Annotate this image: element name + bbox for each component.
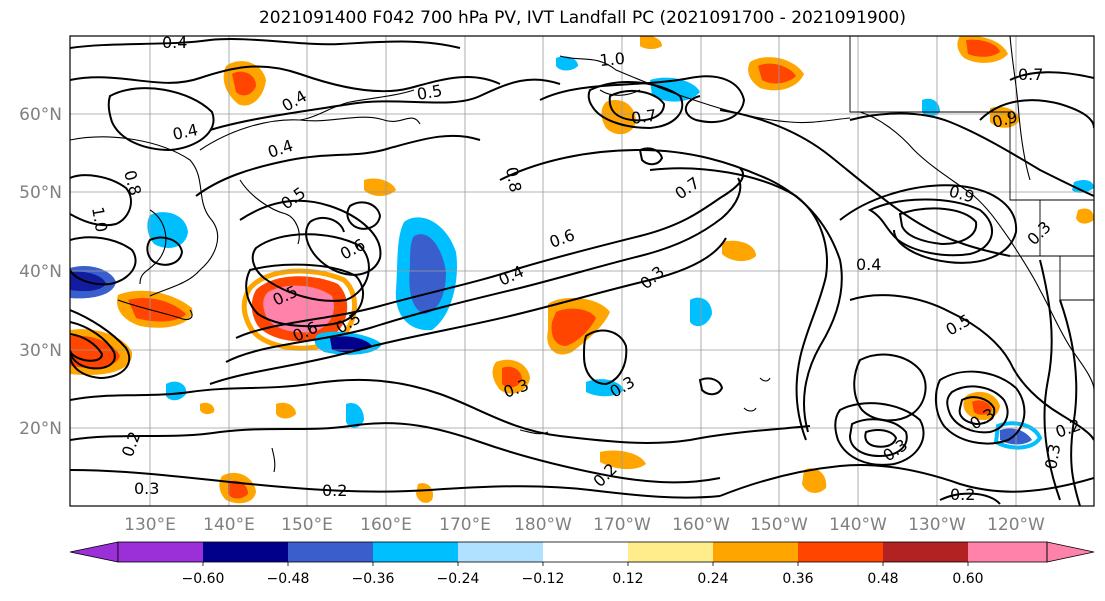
colorbar-segment bbox=[543, 542, 628, 562]
colorbar-tick-label: −0.48 bbox=[267, 571, 310, 587]
lat-axis-labels: 60°N 50°N 40°N 30°N 20°N bbox=[19, 105, 62, 439]
lat-label: 30°N bbox=[19, 341, 62, 361]
colorbar-segment bbox=[288, 542, 373, 562]
colorbar-tick-label: 0.24 bbox=[697, 571, 728, 587]
colorbar-tick-label: 0.36 bbox=[782, 571, 813, 587]
contour-label: 0.2 bbox=[950, 485, 975, 504]
colorbar-tick-label: −0.36 bbox=[352, 571, 395, 587]
contour-label: 0.4 bbox=[171, 120, 200, 144]
lon-label: 150°W bbox=[750, 515, 808, 535]
colorbar-over-arrow bbox=[1046, 541, 1095, 563]
colorbar-segment bbox=[713, 542, 798, 562]
colorbar-segment bbox=[373, 542, 458, 562]
colorbar-segment bbox=[118, 542, 203, 562]
contour-label: 0.3 bbox=[134, 479, 159, 498]
lon-label: 150°E bbox=[281, 515, 333, 535]
colorbar-segment bbox=[458, 542, 543, 562]
lon-label: 120°W bbox=[987, 515, 1045, 535]
lon-label: 170°W bbox=[593, 515, 651, 535]
contour-label: 0.8 bbox=[502, 165, 525, 193]
colorbar-segment bbox=[883, 542, 968, 562]
colorbar-segment bbox=[628, 542, 713, 562]
colorbar-segment bbox=[798, 542, 883, 562]
contour-label: 0.7 bbox=[1018, 65, 1043, 84]
contour-label: 0.4 bbox=[162, 33, 187, 52]
colorbar-tick-label: 0.60 bbox=[952, 571, 983, 587]
map-frame bbox=[69, 35, 1095, 507]
map-title: 2021091400 F042 700 hPa PV, IVT Landfall… bbox=[258, 8, 906, 28]
map-panel: 0.4 0.4 0.4 0.4 0.5 0.5 0.5 0.5 0.5 0.6 … bbox=[70, 33, 1094, 506]
lon-label: 140°E bbox=[203, 515, 255, 535]
contour-label: 1.0 bbox=[88, 205, 111, 233]
coastlines bbox=[70, 36, 1094, 473]
colorbar-segment bbox=[968, 542, 1047, 562]
contour-label: 0.4 bbox=[856, 255, 881, 274]
colorbar-tick-label: −0.60 bbox=[182, 571, 225, 587]
lon-label: 160°W bbox=[672, 515, 730, 535]
colorbar-tick-label: 0.48 bbox=[867, 571, 898, 587]
lat-label: 50°N bbox=[19, 183, 62, 203]
lon-label: 140°W bbox=[829, 515, 887, 535]
colorbar-tick-label: −0.12 bbox=[522, 571, 565, 587]
contour-label: 0.2 bbox=[322, 481, 347, 500]
lon-label: 160°E bbox=[360, 515, 412, 535]
lon-label: 130°W bbox=[908, 515, 966, 535]
lat-label: 40°N bbox=[19, 262, 62, 282]
lon-label: 170°E bbox=[439, 515, 491, 535]
lon-label: 130°E bbox=[124, 515, 176, 535]
colorbar-under-arrow bbox=[69, 541, 119, 563]
colorbar-segment bbox=[203, 542, 288, 562]
pv-contours bbox=[70, 38, 1094, 506]
contour-label: 1.0 bbox=[599, 49, 626, 70]
colorbar: −0.60 −0.48 −0.36 −0.24 −0.12 0.12 0.24 … bbox=[69, 541, 1095, 587]
contour-label: 0.7 bbox=[630, 106, 658, 128]
lat-label: 20°N bbox=[19, 419, 62, 439]
colorbar-tick-label: 0.12 bbox=[612, 571, 643, 587]
contour-label: 0.5 bbox=[415, 81, 443, 104]
lon-axis-labels: 130°E 140°E 150°E 160°E 170°E 180°W 170°… bbox=[124, 515, 1045, 535]
lat-label: 60°N bbox=[19, 105, 62, 125]
colorbar-tick-label: −0.24 bbox=[437, 571, 480, 587]
lon-label: 180°W bbox=[514, 515, 572, 535]
contour-label: 0.3 bbox=[1041, 442, 1064, 470]
